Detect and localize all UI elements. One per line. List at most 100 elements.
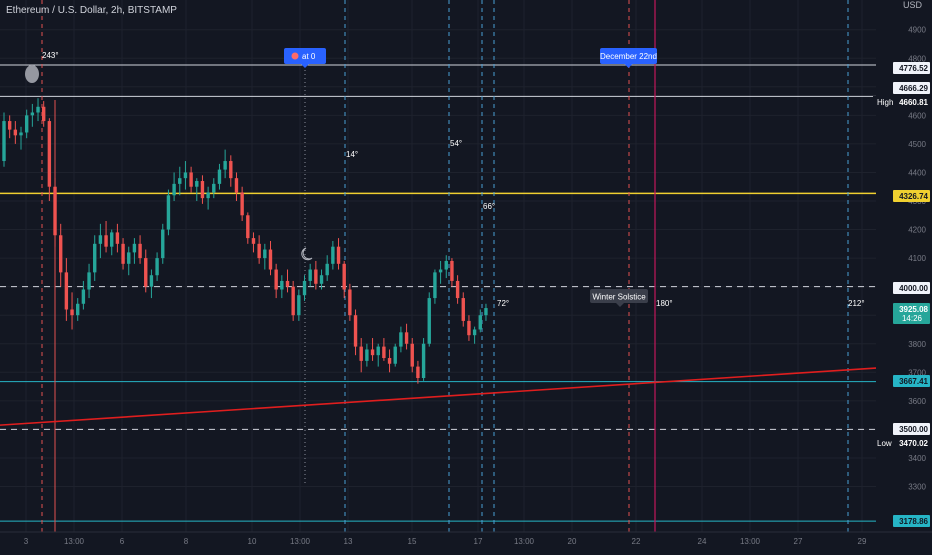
price-label-box (893, 190, 930, 202)
price-label-box (893, 62, 930, 74)
candle-body (229, 161, 233, 179)
candle-body (353, 315, 358, 347)
candle-body (234, 178, 239, 193)
candle-body (433, 272, 437, 299)
time-tick-label: 13:00 (64, 537, 85, 546)
candle-body (342, 263, 346, 290)
price-label-box (893, 423, 930, 435)
candle-body (59, 235, 63, 273)
price-tick-label: 4500 (908, 140, 926, 149)
candle-body (438, 269, 443, 273)
at-0-dot-icon (291, 52, 299, 60)
candle-body (240, 192, 244, 216)
candle-body (149, 275, 154, 287)
price-label-value: 3925.08 (899, 305, 928, 314)
price-label-value: 4666.29 (899, 84, 928, 93)
time-tick-label: 24 (698, 537, 707, 546)
price-tick-label: 3300 (908, 483, 926, 492)
candle-body (81, 289, 86, 304)
price-axis-background (876, 0, 932, 532)
candle-body (291, 286, 295, 316)
time-axis-background (0, 532, 932, 550)
candle-body (195, 181, 199, 187)
price-tick-label: 4100 (908, 254, 926, 263)
candle-body (7, 121, 12, 130)
price-label-box (893, 515, 930, 527)
candle-body (246, 215, 250, 239)
at-0-callout-pointer (301, 64, 309, 68)
candle-body (302, 280, 307, 296)
price-tick-label: 3700 (908, 368, 926, 377)
candle-body (104, 235, 108, 247)
time-tick-label: 13:00 (290, 537, 311, 546)
time-tick-label: 10 (248, 537, 257, 546)
degree-annotation: 14° (346, 150, 358, 159)
trend-line (0, 367, 877, 426)
candle-body (450, 260, 454, 281)
at-0-callout-label: at 0 (302, 52, 316, 61)
price-prefix-label: Low (877, 439, 892, 448)
candle-body (47, 121, 52, 187)
price-tick-label: 4900 (908, 26, 926, 35)
time-tick-label: 29 (858, 537, 867, 546)
time-tick-label: 8 (184, 537, 189, 546)
price-tick-label: 4400 (908, 168, 926, 177)
candle-body (336, 246, 341, 264)
price-label-value: 3178.86 (899, 517, 928, 526)
candle-body (280, 280, 284, 290)
candle-body (70, 309, 74, 316)
price-tick-label: 4800 (908, 54, 926, 63)
time-tick-label: 13:00 (514, 537, 535, 546)
price-axis[interactable]: 3300340035003600370038003900400041004200… (873, 0, 932, 532)
candle-body (461, 298, 465, 321)
price-label-value: 4660.81 (899, 98, 928, 107)
winter-solstice-box (590, 289, 648, 303)
december-22nd-callout-box (600, 48, 657, 64)
price-label-box (893, 375, 930, 387)
candle-body (2, 121, 6, 162)
time-tick-label: 13:00 (740, 537, 761, 546)
december-22nd-callout-pointer (624, 64, 633, 68)
time-tick-label: 27 (794, 537, 803, 546)
chart-title: Ethereum / U.S. Dollar, 2h, BITSTAMP (6, 5, 177, 16)
price-prefix-box (873, 96, 893, 108)
price-tick-label: 4200 (908, 226, 926, 235)
candle-body (416, 366, 420, 379)
time-axis[interactable]: 3 13:00 6 8 10 13:00 13 15 17 13:00 20 22 24 13:00 27 2… (0, 531, 932, 550)
time-tick-label: 13 (344, 537, 353, 546)
candle-body (19, 132, 23, 136)
price-label-box (893, 437, 930, 449)
candle-body (478, 315, 482, 330)
horizontal-lines-layer (0, 64, 876, 522)
winter-solstice-label: Winter Solstice (592, 293, 646, 302)
candle-body (331, 246, 335, 264)
candle-body (30, 112, 35, 116)
trend-line-layer (0, 367, 877, 426)
candle-body (93, 243, 97, 273)
degree-annotation: 66° (483, 202, 495, 211)
price-label-box (893, 303, 930, 324)
price-label-value: 3667.41 (899, 377, 928, 386)
price-label-countdown: 14:26 (902, 314, 923, 323)
candle-body (410, 343, 414, 367)
candle-body (297, 295, 301, 316)
candle-body (348, 289, 352, 316)
candle-body (393, 346, 397, 364)
candle-body (212, 183, 216, 193)
price-label-value: 3470.02 (899, 439, 928, 448)
candle-body (285, 280, 290, 287)
candle-body (484, 308, 488, 316)
price-label-box (893, 82, 930, 94)
price-tick-label: 3400 (908, 454, 926, 463)
candle-body (314, 269, 318, 284)
candle-body (110, 232, 114, 247)
time-tick-label: 3 (24, 537, 29, 546)
candle-body (319, 275, 324, 284)
candle-body (376, 346, 380, 356)
candle-body (365, 349, 369, 361)
candle-body (127, 252, 131, 264)
time-tick-label: 15 (408, 537, 417, 546)
